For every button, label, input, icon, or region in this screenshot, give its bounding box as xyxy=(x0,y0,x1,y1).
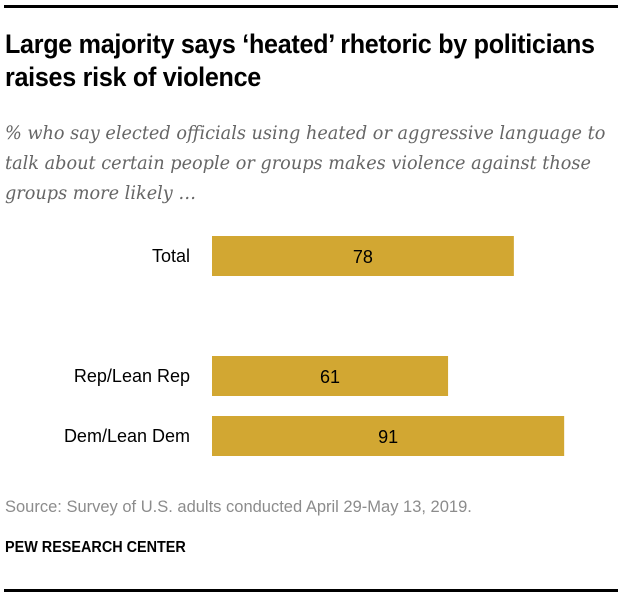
category-label: Rep/Lean Rep xyxy=(74,366,190,386)
top-rule xyxy=(4,5,618,8)
bar-row: Dem/Lean Dem 91 xyxy=(64,416,565,456)
bar xyxy=(212,416,565,456)
bar-chart: Total 78 Rep/Lean Rep 61 Dem/Lean Dem 91 xyxy=(64,236,565,456)
value-label: 61 xyxy=(320,367,340,387)
chart-title: Large majority says ‘heated’ rhetoric by… xyxy=(5,29,595,92)
brand-logo-text: PEW RESEARCH CENTER xyxy=(5,539,186,556)
source-note: Source: Survey of U.S. adults conducted … xyxy=(5,498,472,516)
bottom-rule xyxy=(4,589,618,592)
bar xyxy=(212,356,449,396)
value-label: 91 xyxy=(378,427,398,447)
chart-subtitle: % who say elected officials using heated… xyxy=(5,122,606,204)
bar xyxy=(212,236,514,276)
bar-row: Rep/Lean Rep 61 xyxy=(74,356,449,396)
category-label: Dem/Lean Dem xyxy=(64,426,190,446)
value-label: 78 xyxy=(353,247,373,267)
bar-row: Total 78 xyxy=(152,236,514,276)
category-label: Total xyxy=(152,246,190,266)
